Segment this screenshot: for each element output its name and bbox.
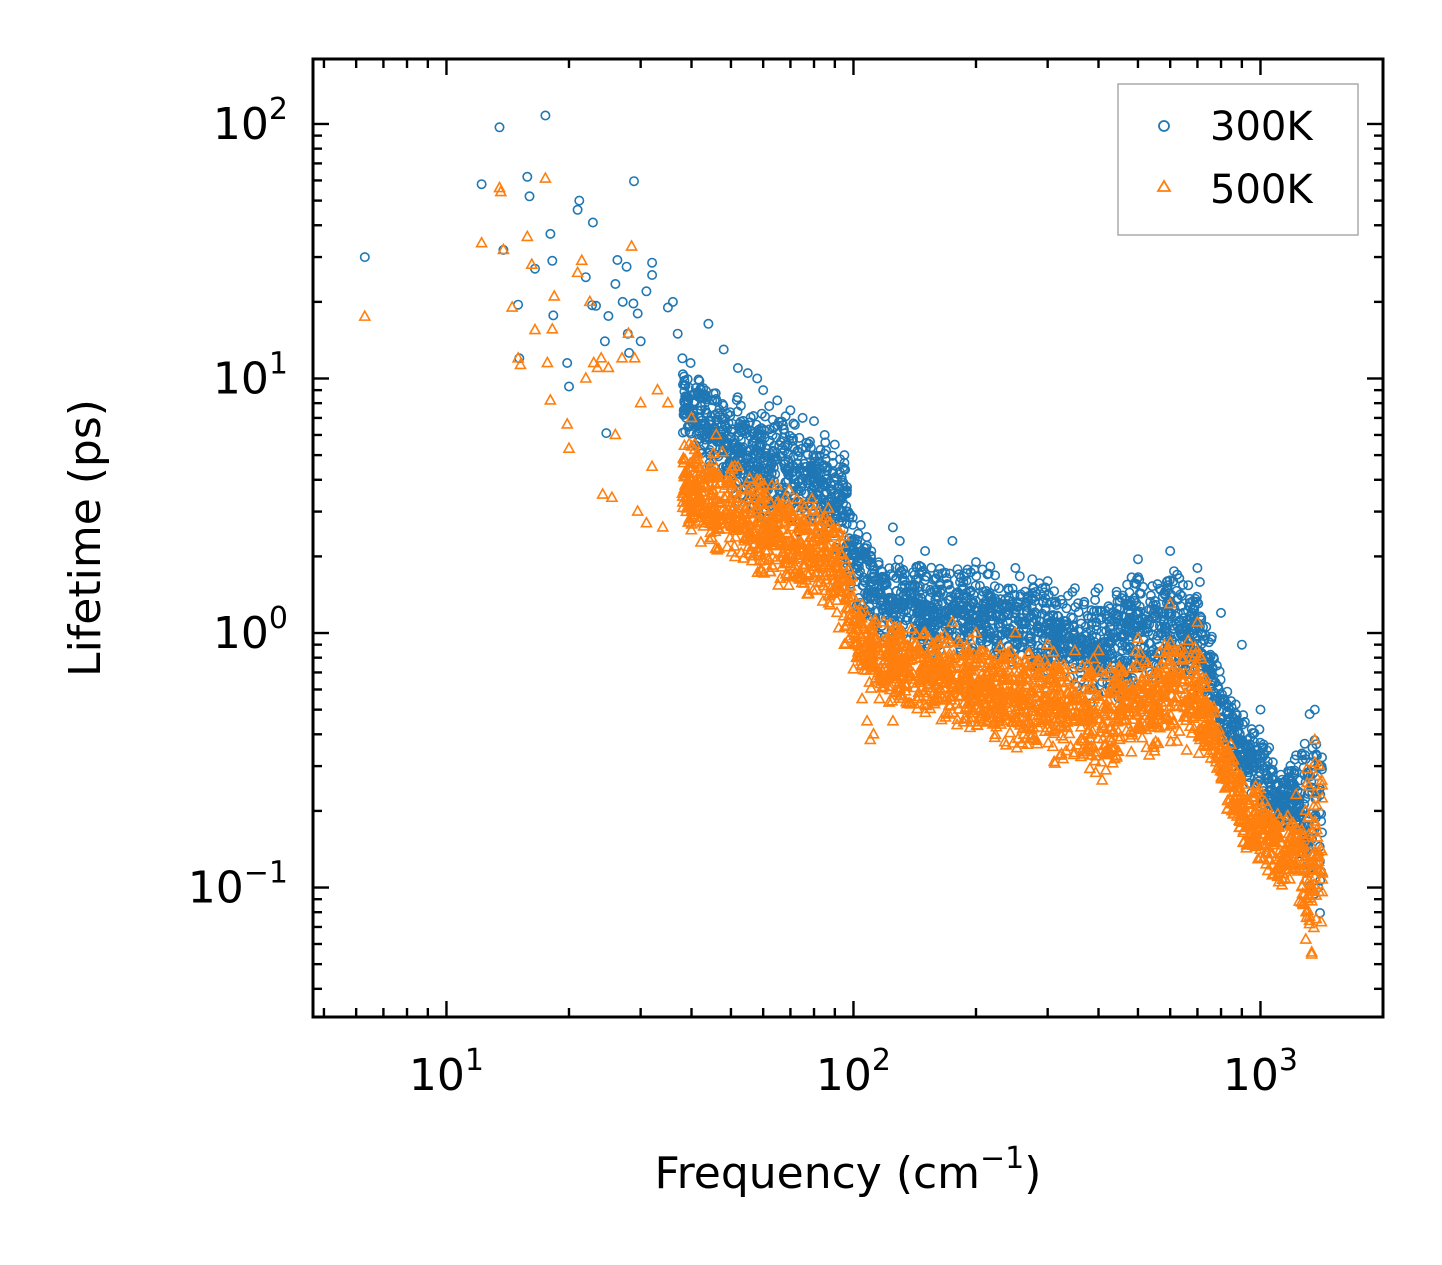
data-point: [753, 441, 764, 452]
data-point: [678, 409, 689, 420]
data-point: [764, 401, 775, 412]
data-point: [820, 437, 831, 448]
data-point: [887, 570, 898, 581]
data-point: [693, 374, 704, 385]
data-point: [970, 580, 981, 591]
data-point: [1264, 742, 1275, 753]
data-point: [788, 418, 799, 429]
data-point: [794, 432, 805, 443]
data-point: [1095, 605, 1106, 616]
data-point: [1189, 628, 1200, 639]
data-point: [782, 449, 793, 460]
data-point: [1096, 626, 1107, 637]
data-point: [1183, 580, 1194, 591]
data-point: [1129, 592, 1140, 603]
data-point: [1014, 571, 1025, 582]
data-point: [1169, 566, 1180, 577]
data-point: [952, 564, 963, 575]
data-point: [1052, 610, 1063, 621]
data-point: [1021, 601, 1032, 612]
data-point: [1178, 579, 1189, 590]
data-point: [1206, 631, 1217, 642]
data-point: [1289, 765, 1300, 776]
data-point: [1091, 631, 1102, 642]
